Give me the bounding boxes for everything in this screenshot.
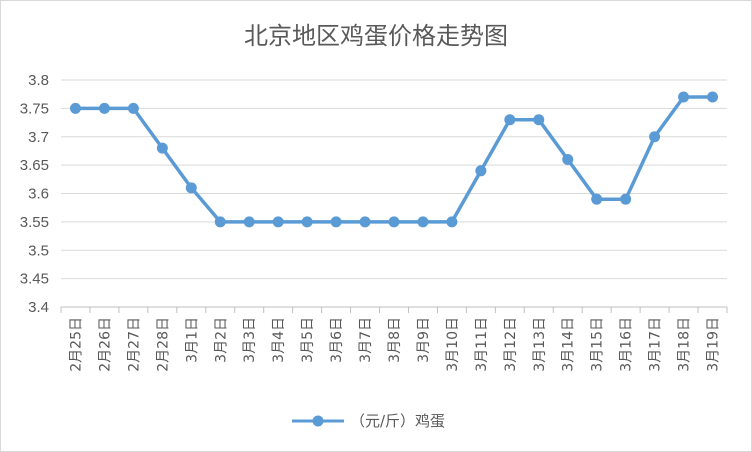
x-tick-label: 3月8日 [387, 317, 403, 363]
data-point [446, 216, 458, 228]
data-point [620, 193, 632, 205]
gridlines [60, 79, 728, 313]
data-point [678, 91, 690, 103]
y-tick-label: 3.55 [20, 214, 49, 231]
y-tick-label: 3.75 [20, 100, 49, 117]
x-tick-label: 3月16日 [619, 317, 635, 372]
data-point [417, 216, 429, 228]
x-tick-label: 3月4日 [271, 317, 287, 363]
x-tick-label: 3月7日 [358, 317, 374, 363]
x-tick-label: 3月6日 [329, 317, 345, 363]
series-layer [69, 91, 719, 228]
y-tick-label: 3.5 [28, 242, 49, 259]
y-tick-label: 3.4 [28, 299, 49, 316]
data-point [156, 142, 168, 154]
x-axis-ticks: 2月25日 2月26日 2月27日 2月28日 3月1日 3月2日 3月3日 3月4日 3月5日… [68, 317, 721, 372]
data-point [475, 165, 487, 177]
x-tick-label: 2月25日 [68, 317, 84, 372]
y-axis-ticks: 3.4 3.45 3.5 3.55 3.6 3.65 3.7 3.75 3.8 [20, 72, 49, 316]
x-tick-label: 3月19日 [706, 317, 722, 372]
data-point [98, 102, 110, 114]
x-tick-label: 3月10日 [445, 317, 461, 372]
data-point [301, 216, 313, 228]
legend: （元/斤）鸡蛋 [292, 412, 445, 430]
series-line [75, 95, 713, 224]
y-tick-label: 3.8 [28, 72, 49, 89]
x-tick-label: 2月26日 [97, 317, 113, 372]
x-tick-label: 3月11日 [474, 317, 490, 372]
x-tick-label: 3月18日 [677, 317, 693, 372]
x-tick-label: 3月15日 [590, 317, 606, 372]
y-tick-label: 3.6 [28, 186, 49, 203]
x-tick-label: 3月13日 [532, 317, 548, 372]
data-point [185, 182, 197, 194]
data-point [243, 216, 255, 228]
data-point [504, 114, 516, 126]
y-tick-label: 3.45 [20, 271, 49, 288]
x-tick-label: 2月27日 [126, 317, 142, 372]
data-point [359, 216, 371, 228]
x-tick-label: 3月12日 [503, 317, 519, 372]
chart-title: 北京地区鸡蛋价格走势图 [244, 22, 508, 50]
legend-label: （元/斤）鸡蛋 [350, 412, 445, 430]
data-point [388, 216, 400, 228]
data-point [214, 216, 226, 228]
x-tick-label: 3月17日 [648, 317, 664, 372]
x-tick-label: 3月3日 [242, 317, 258, 363]
data-point [272, 216, 284, 228]
x-tick-label: 3月2日 [213, 317, 229, 363]
x-tick-label: 3月5日 [300, 317, 316, 363]
data-point [69, 102, 81, 114]
data-point [562, 153, 574, 165]
data-point [533, 114, 545, 126]
data-point [330, 216, 342, 228]
x-tick-label: 3月1日 [184, 317, 200, 363]
x-tick-label: 3月14日 [561, 317, 577, 372]
y-tick-label: 3.7 [28, 129, 49, 146]
legend-marker [312, 415, 324, 427]
x-tick-label: 2月28日 [155, 317, 171, 372]
data-point [649, 131, 661, 143]
data-point [707, 91, 719, 103]
data-point [127, 102, 139, 114]
data-point [591, 193, 603, 205]
x-tick-label: 3月9日 [416, 317, 432, 363]
y-tick-label: 3.65 [20, 157, 49, 174]
